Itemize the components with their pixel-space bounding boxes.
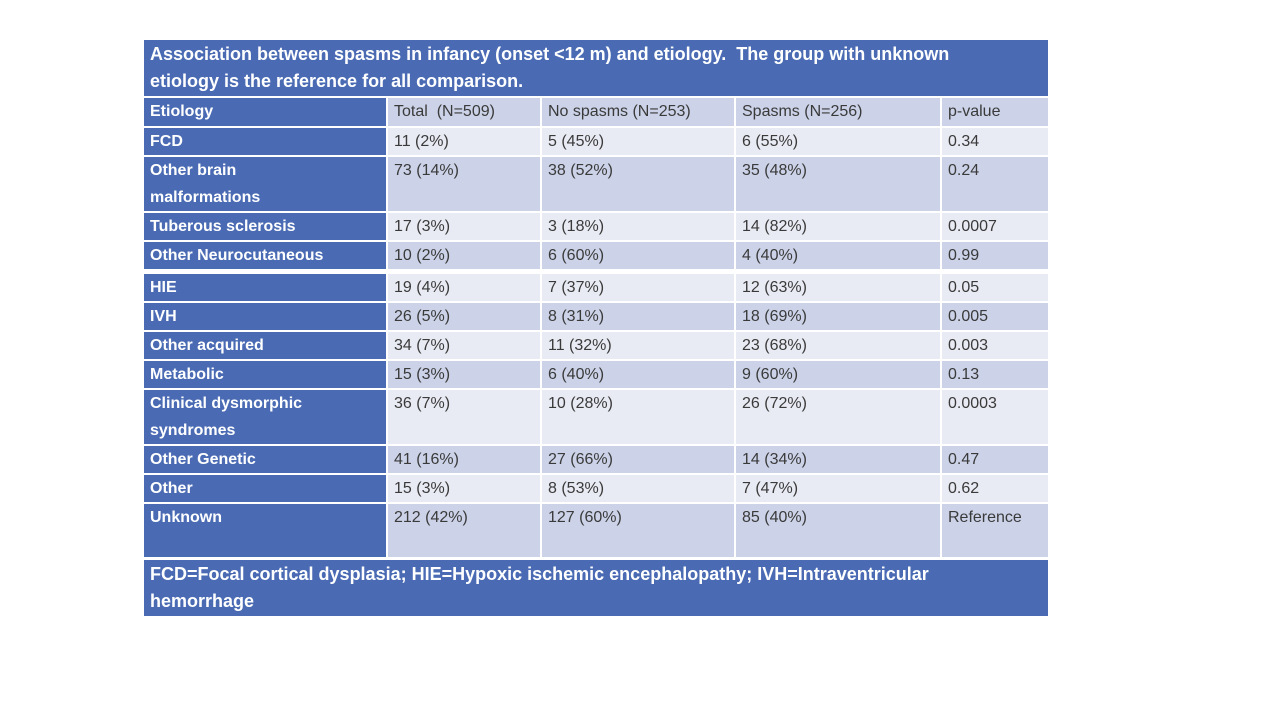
etiology-cell: Other — [144, 475, 386, 502]
p-value-cell: 0.0003 — [940, 390, 1048, 444]
table-row: Other acquired 34 (7%) 11 (32%) 23 (68%) 0.0… — [144, 330, 1048, 359]
etiology-cell: Metabolic — [144, 361, 386, 388]
spasms-cell: 14 (82%) — [734, 213, 940, 240]
p-value-cell: 0.62 — [940, 475, 1048, 502]
etiology-cell: Clinical dysmorphic syndromes — [144, 390, 386, 444]
column-header-p-value: p-value — [940, 98, 1048, 126]
no-spasms-cell: 27 (66%) — [540, 446, 734, 473]
table-row: Other 15 (3%) 8 (53%) 7 (47%) 0.62 — [144, 473, 1048, 502]
total-cell: 73 (14%) — [386, 157, 540, 211]
spasms-cell: 35 (48%) — [734, 157, 940, 211]
spasms-cell: 14 (34%) — [734, 446, 940, 473]
etiology-cell: Unknown — [144, 504, 386, 557]
spasms-cell: 26 (72%) — [734, 390, 940, 444]
p-value-cell: 0.0007 — [940, 213, 1048, 240]
p-value-cell: 0.13 — [940, 361, 1048, 388]
total-cell: 212 (42%) — [386, 504, 540, 557]
table-body: FCD 11 (2%) 5 (45%) 6 (55%) 0.34 Other brain … — [144, 126, 1048, 557]
spasms-cell: 18 (69%) — [734, 303, 940, 330]
column-header-etiology: Etiology — [144, 98, 386, 126]
table-row: FCD 11 (2%) 5 (45%) 6 (55%) 0.34 — [144, 126, 1048, 155]
etiology-cell: Other Genetic — [144, 446, 386, 473]
no-spasms-cell: 3 (18%) — [540, 213, 734, 240]
table-row: Metabolic 15 (3%) 6 (40%) 9 (60%) 0.13 — [144, 359, 1048, 388]
spasms-cell: 4 (40%) — [734, 242, 940, 269]
spasms-cell: 7 (47%) — [734, 475, 940, 502]
table-footnote: FCD=Focal cortical dysplasia; HIE=Hypoxi… — [144, 557, 1048, 616]
p-value-cell: 0.05 — [940, 274, 1048, 301]
etiology-table: Association between spasms in infancy (o… — [144, 40, 1048, 616]
total-cell: 34 (7%) — [386, 332, 540, 359]
column-header-total: Total (N=509) — [386, 98, 540, 126]
table-row: Other Neurocutaneous 10 (2%) 6 (60%) 4 (40%… — [144, 240, 1048, 269]
total-cell: 17 (3%) — [386, 213, 540, 240]
etiology-cell: Tuberous sclerosis — [144, 213, 386, 240]
spasms-cell: 85 (40%) — [734, 504, 940, 557]
no-spasms-cell: 8 (31%) — [540, 303, 734, 330]
etiology-cell: FCD — [144, 128, 386, 155]
table-row: Clinical dysmorphic syndromes 36 (7%) 10 (… — [144, 388, 1048, 444]
table-header-row: Etiology Total (N=509) No spasms (N=253)… — [144, 96, 1048, 126]
spasms-cell: 12 (63%) — [734, 274, 940, 301]
p-value-cell: 0.24 — [940, 157, 1048, 211]
total-cell: 15 (3%) — [386, 361, 540, 388]
p-value-cell: 0.005 — [940, 303, 1048, 330]
total-cell: 26 (5%) — [386, 303, 540, 330]
etiology-cell: Other acquired — [144, 332, 386, 359]
total-cell: 19 (4%) — [386, 274, 540, 301]
no-spasms-cell: 10 (28%) — [540, 390, 734, 444]
no-spasms-cell: 5 (45%) — [540, 128, 734, 155]
table-row: HIE 19 (4%) 7 (37%) 12 (63%) 0.05 — [144, 269, 1048, 301]
p-value-cell: 0.47 — [940, 446, 1048, 473]
etiology-cell: IVH — [144, 303, 386, 330]
no-spasms-cell: 8 (53%) — [540, 475, 734, 502]
table-row: Unknown 212 (42%) 127 (60%) 85 (40%) Referen… — [144, 502, 1048, 557]
total-cell: 15 (3%) — [386, 475, 540, 502]
table-title: Association between spasms in infancy (o… — [144, 40, 1048, 96]
table-row: Other brain malformations 73 (14%) 38 (52%… — [144, 155, 1048, 211]
etiology-cell: Other Neurocutaneous — [144, 242, 386, 269]
p-value-cell: 0.99 — [940, 242, 1048, 269]
column-header-no-spasms: No spasms (N=253) — [540, 98, 734, 126]
no-spasms-cell: 11 (32%) — [540, 332, 734, 359]
table-row: Other Genetic 41 (16%) 27 (66%) 14 (34%) 0.4… — [144, 444, 1048, 473]
total-cell: 10 (2%) — [386, 242, 540, 269]
spasms-cell: 6 (55%) — [734, 128, 940, 155]
etiology-cell: Other brain malformations — [144, 157, 386, 211]
no-spasms-cell: 38 (52%) — [540, 157, 734, 211]
spasms-cell: 23 (68%) — [734, 332, 940, 359]
table-row: Tuberous sclerosis 17 (3%) 3 (18%) 14 (82%)… — [144, 211, 1048, 240]
p-value-cell: Reference — [940, 504, 1048, 557]
etiology-cell: HIE — [144, 274, 386, 301]
p-value-cell: 0.34 — [940, 128, 1048, 155]
no-spasms-cell: 6 (60%) — [540, 242, 734, 269]
no-spasms-cell: 6 (40%) — [540, 361, 734, 388]
no-spasms-cell: 127 (60%) — [540, 504, 734, 557]
total-cell: 36 (7%) — [386, 390, 540, 444]
spasms-cell: 9 (60%) — [734, 361, 940, 388]
no-spasms-cell: 7 (37%) — [540, 274, 734, 301]
p-value-cell: 0.003 — [940, 332, 1048, 359]
total-cell: 41 (16%) — [386, 446, 540, 473]
table-row: IVH 26 (5%) 8 (31%) 18 (69%) 0.005 — [144, 301, 1048, 330]
column-header-spasms: Spasms (N=256) — [734, 98, 940, 126]
total-cell: 11 (2%) — [386, 128, 540, 155]
